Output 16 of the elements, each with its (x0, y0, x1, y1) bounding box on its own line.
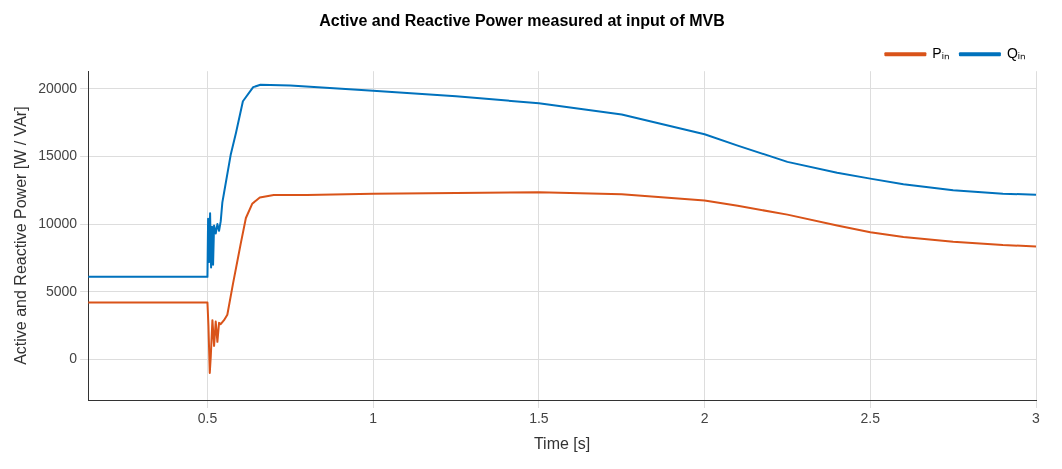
legend-label: Pᵢₙ (932, 45, 950, 62)
x-tick-label: 2.5 (860, 410, 881, 427)
y-tick-label: 15000 (38, 147, 78, 164)
chart-title: Active and Reactive Power measured at input of MVB (319, 12, 725, 30)
x-tick-label: 1.5 (529, 410, 549, 427)
x-axis-title: Time [s] (533, 434, 591, 452)
y-tick-label: 20000 (38, 79, 78, 96)
x-tick-label: 2 (700, 410, 709, 427)
x-tick-label: 0.5 (197, 410, 218, 427)
y-tick-label: 5000 (45, 282, 78, 299)
y-tick-label: 10000 (38, 214, 78, 231)
x-tick-label: 1 (369, 410, 378, 427)
y-tick-label: 0 (69, 350, 78, 367)
x-tick-label: 3 (1032, 410, 1041, 427)
legend-label: Qᵢₙ (1006, 45, 1026, 62)
y-axis-title: Active and Reactive Power [W / VAr] (12, 106, 30, 365)
